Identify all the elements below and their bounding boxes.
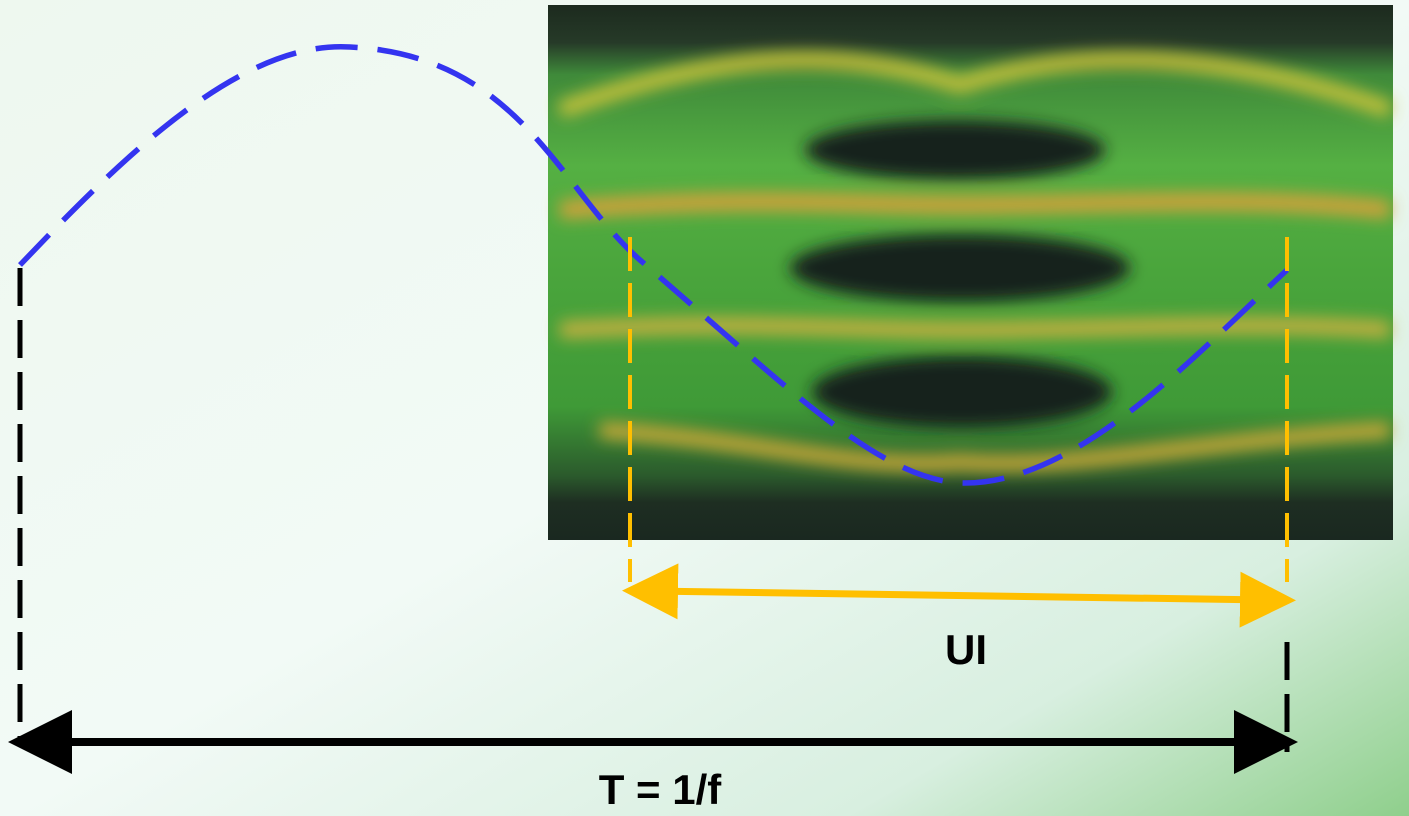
page: UI T = 1/f (() => { const data = JSON.pa… xyxy=(0,0,1409,816)
period-label: T = 1/f xyxy=(599,766,723,813)
eye-diagram xyxy=(548,5,1393,540)
ui-label: UI xyxy=(945,626,987,673)
diagram: UI T = 1/f xyxy=(0,0,1409,816)
